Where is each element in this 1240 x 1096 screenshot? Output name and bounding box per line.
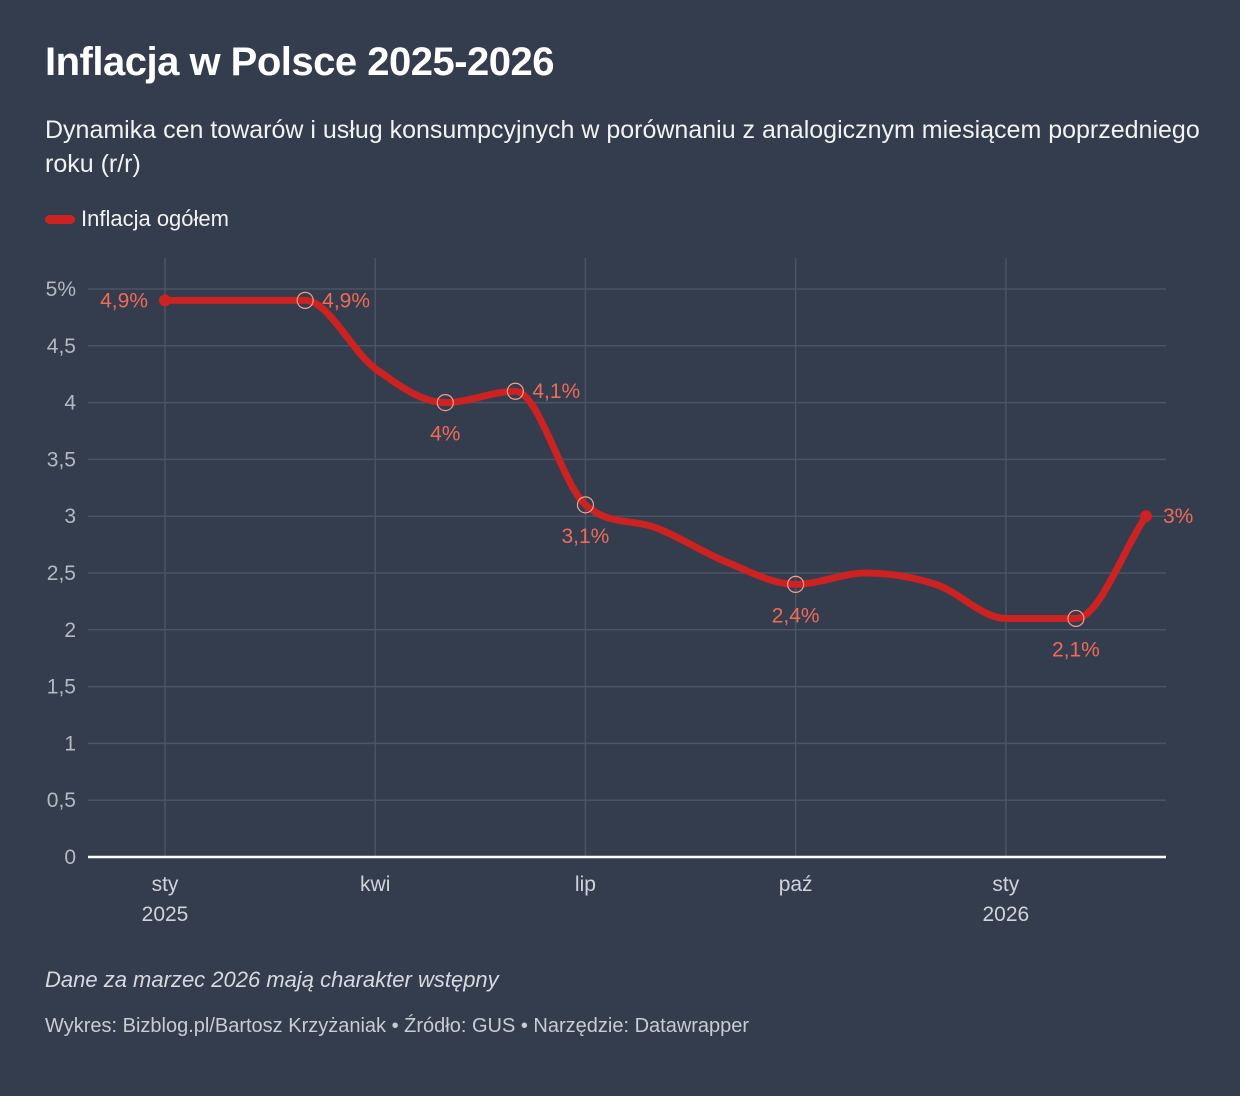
chart-subtitle: Dynamika cen towarów i usług konsumpcyjn… <box>45 116 1200 178</box>
legend-label: Inflacja ogółem <box>81 206 229 231</box>
data-label: 2,4% <box>772 604 820 627</box>
y-tick-label: 1 <box>64 732 76 755</box>
legend-swatch <box>45 214 75 224</box>
data-point-circle <box>576 496 595 514</box>
data-label: 3% <box>1163 505 1193 528</box>
footnote: Dane za marzec 2026 mają charakter wstęp… <box>45 967 499 992</box>
y-tick-label: 2,5 <box>47 562 76 585</box>
data-label: 4% <box>430 423 460 446</box>
horizontal-gridlines <box>88 288 1166 801</box>
data-label: 2,1% <box>1052 638 1100 661</box>
vertical-gridlines <box>164 258 1007 857</box>
chart-title: Inflacja w Polsce 2025-2026 <box>45 40 555 84</box>
x-tick-sublabel: 2025 <box>142 903 189 926</box>
x-tick-label: kwi <box>360 873 390 896</box>
y-tick-label: 5% <box>46 278 76 301</box>
x-tick-label: sty <box>152 873 179 896</box>
x-tick-label: lip <box>575 873 596 896</box>
y-tick-label: 3 <box>64 505 76 528</box>
y-tick-label: 4 <box>64 392 76 415</box>
data-label: 4,9% <box>100 289 148 312</box>
data-label: 4,9% <box>322 289 370 312</box>
y-tick-label: 0 <box>64 846 76 869</box>
credits: Wykres: Bizblog.pl/Bartosz Krzyżaniak • … <box>45 1015 750 1037</box>
data-point-circle <box>436 394 454 412</box>
data-label: 4,1% <box>532 380 580 403</box>
data-point-circle <box>506 382 524 400</box>
y-tick-label: 0,5 <box>47 789 76 812</box>
x-axis-labels: sty 2025 kwi lip paź sty 2026 <box>142 873 1030 926</box>
y-tick-label: 2 <box>64 619 76 642</box>
data-point-circle <box>787 575 805 593</box>
y-tick-label: 3,5 <box>47 448 76 471</box>
y-axis-labels: 0 0,5 1 1,5 2 2,5 3 3,5 4 4,5 5% <box>46 278 77 869</box>
data-point-circle <box>1067 609 1085 628</box>
data-labels: 4,9% 4,9% 4% 4,1% 3,1% 2,4% 2,1% 3% <box>100 289 1193 661</box>
data-point-circle <box>296 291 314 309</box>
y-tick-label: 4,5 <box>47 335 76 358</box>
legend: Inflacja ogółem <box>45 206 229 232</box>
data-point-dot <box>159 294 171 307</box>
x-tick-label: paź <box>779 873 813 896</box>
series-line-inflacja-ogolem <box>161 296 1150 622</box>
data-markers <box>159 291 1152 628</box>
x-tick-label: sty <box>992 873 1019 896</box>
y-tick-label: 1,5 <box>47 676 76 699</box>
data-point-dot <box>1140 510 1152 523</box>
data-label: 3,1% <box>561 525 609 548</box>
x-tick-sublabel: 2026 <box>982 903 1029 926</box>
